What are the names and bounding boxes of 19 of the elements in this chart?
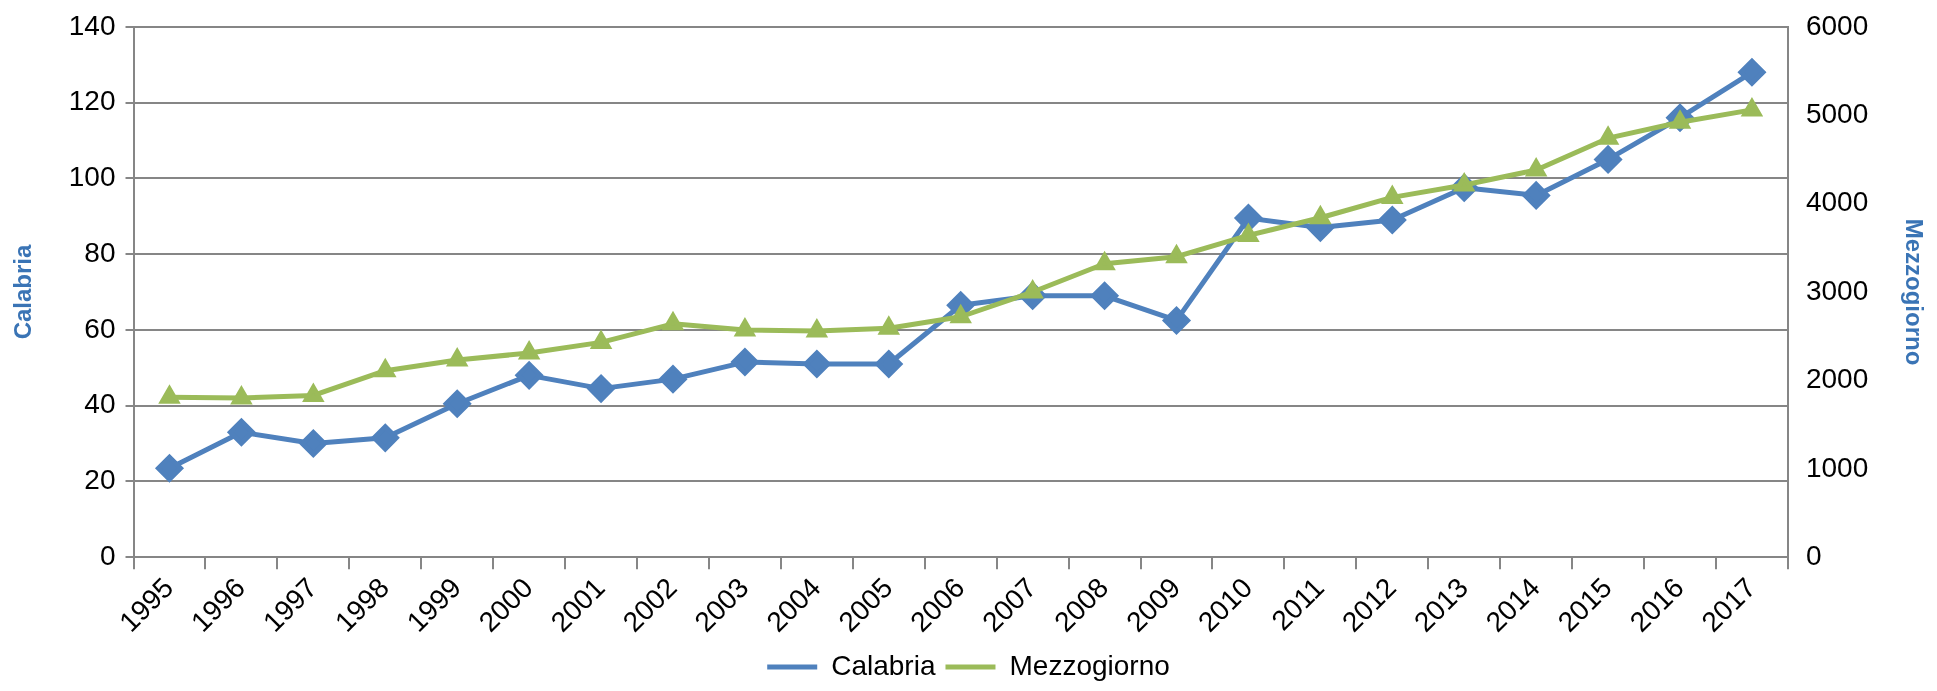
y-tick-label: 120 (68, 85, 116, 117)
y2-tick-label: 2000 (1805, 363, 1869, 395)
y-tick-label: 40 (84, 388, 116, 420)
y-tick-label: 100 (68, 161, 116, 193)
y2-tick-label: 3000 (1805, 274, 1869, 306)
y-tick-label: 60 (84, 312, 116, 344)
y2-tick-label: 6000 (1805, 9, 1869, 41)
legend-label: Calabria (831, 649, 936, 681)
y-tick-label: 20 (84, 464, 116, 496)
y2-tick-label: 4000 (1805, 186, 1869, 218)
y2-axis-title: Mezzogiorno (1900, 218, 1928, 366)
y-tick-label: 0 (99, 539, 116, 571)
y-axis-title: Calabria (9, 243, 37, 340)
legend-label: Mezzogiorno (1009, 649, 1170, 681)
y-tick-label: 80 (84, 236, 116, 268)
y2-tick-label: 5000 (1805, 97, 1869, 129)
y2-tick-label: 0 (1805, 539, 1822, 571)
y2-tick-label: 1000 (1805, 451, 1869, 483)
y-tick-label: 140 (68, 9, 116, 41)
